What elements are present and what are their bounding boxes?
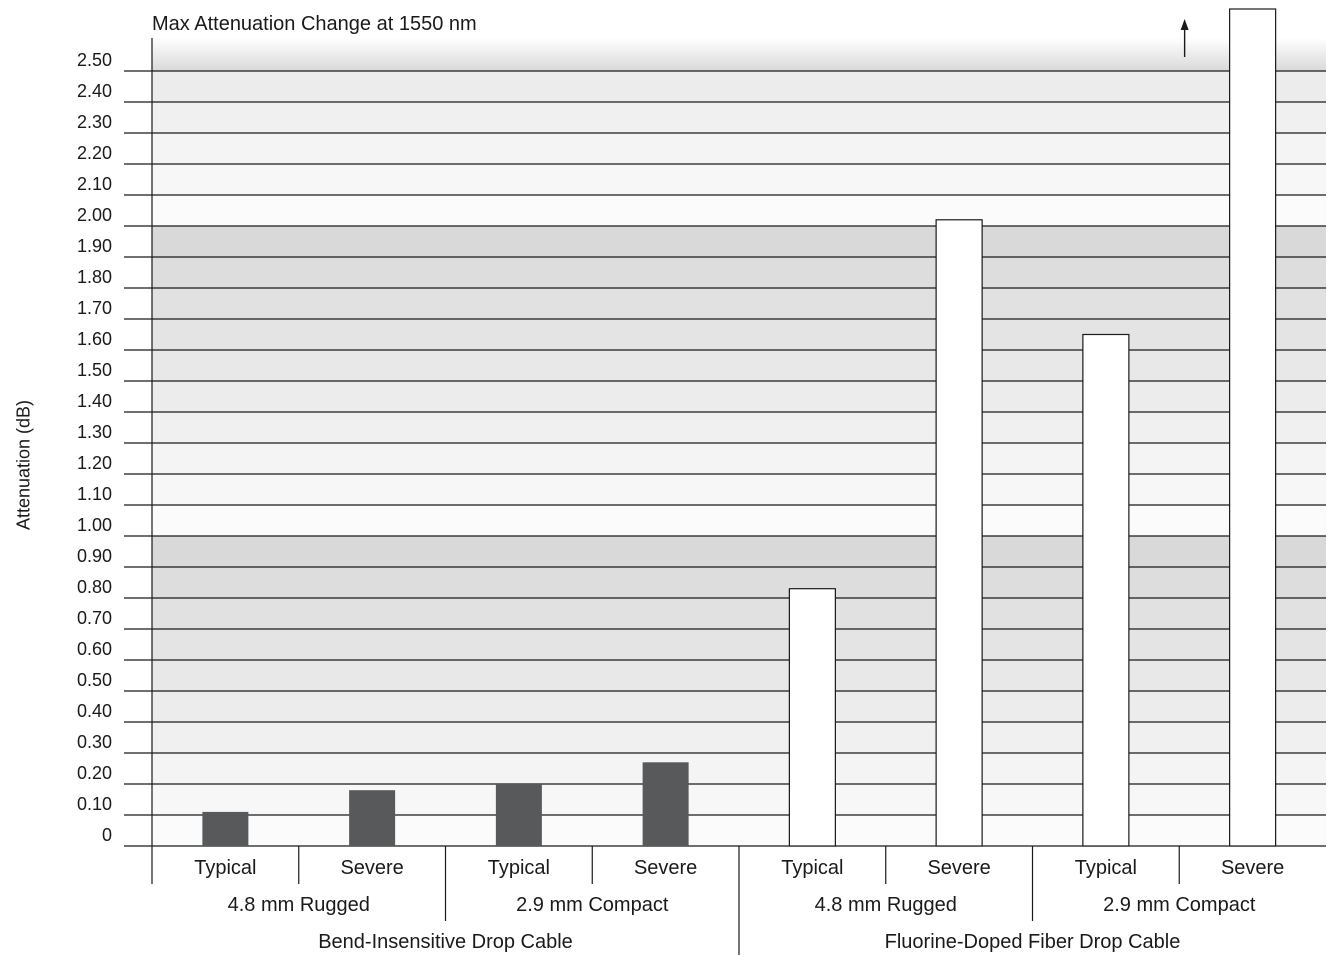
grid-band [152, 474, 1326, 505]
bar-5 [788, 588, 836, 847]
y-tick-label: 1.70 [77, 298, 112, 318]
x-group-label: 4.8 mm Rugged [815, 894, 957, 916]
grid-band [152, 815, 1326, 846]
grid-band [152, 133, 1326, 164]
bar-2 [349, 790, 396, 846]
x-supergroup-label: Bend-Insensitive Drop Cable [318, 931, 573, 953]
grid-band [152, 660, 1326, 691]
grid-band [152, 443, 1326, 474]
y-tick-label: 0.80 [77, 577, 112, 597]
x-category-label: Severe [340, 857, 403, 879]
bar-7 [1082, 333, 1130, 847]
grid-band [152, 102, 1326, 133]
grid-band [152, 629, 1326, 660]
grid-band [152, 567, 1326, 598]
grid-band [152, 691, 1326, 722]
grid-band [152, 381, 1326, 412]
grid-band [152, 195, 1326, 226]
x-category-label: Typical [488, 857, 550, 879]
y-tick-label: 2.00 [77, 205, 112, 225]
y-tick-label: 0.10 [77, 794, 112, 814]
bar-8 [1229, 8, 1277, 847]
chart-title: Max Attenuation Change at 1550 nm [152, 13, 477, 35]
y-tick-label: 1.40 [77, 391, 112, 411]
bar-4 [642, 762, 689, 846]
x-category-label: Severe [1221, 857, 1284, 879]
x-category-label: Typical [781, 857, 843, 879]
y-tick-label: 2.30 [77, 112, 112, 132]
y-tick-label: 1.30 [77, 422, 112, 442]
bar-1 [202, 811, 249, 846]
off-scale-arrow-head [1180, 19, 1189, 30]
y-tick-label: 1.80 [77, 267, 112, 287]
y-tick-label: 0.60 [77, 639, 112, 659]
y-tick-label: 1.50 [77, 360, 112, 380]
x-group-label: 4.8 mm Rugged [228, 894, 370, 916]
y-tick-label: 1.60 [77, 329, 112, 349]
y-tick-label: 0.30 [77, 732, 112, 752]
y-tick-label: 0.90 [77, 546, 112, 566]
y-tick-label: 2.20 [77, 143, 112, 163]
grid-band [152, 753, 1326, 784]
y-tick-label: 0 [102, 825, 112, 845]
bar-3 [495, 784, 542, 846]
grid-band [152, 226, 1326, 257]
y-tick-label: 1.20 [77, 453, 112, 473]
grid-band [152, 784, 1326, 815]
y-tick-label: 2.50 [77, 50, 112, 70]
x-category-label: Typical [1075, 857, 1137, 879]
grid-band [152, 257, 1326, 288]
x-supergroup-label: Fluorine-Doped Fiber Drop Cable [885, 931, 1181, 953]
grid-band [152, 412, 1326, 443]
x-group-label: 2.9 mm Compact [1103, 894, 1256, 916]
y-tick-label: 2.40 [77, 81, 112, 101]
y-tick-label: 1.10 [77, 484, 112, 504]
grid-band [152, 288, 1326, 319]
x-category-label: Severe [634, 857, 697, 879]
y-tick-label: 1.90 [77, 236, 112, 256]
grid-band [152, 598, 1326, 629]
grid-band [152, 536, 1326, 567]
x-group-label: 2.9 mm Compact [516, 894, 669, 916]
y-tick-label: 0.50 [77, 670, 112, 690]
x-category-label: Severe [927, 857, 990, 879]
y-tick-label: 0.40 [77, 701, 112, 721]
grid-band [152, 319, 1326, 350]
top-band [152, 38, 1326, 71]
y-tick-label: 0.20 [77, 763, 112, 783]
grid-band [152, 71, 1326, 102]
grid-band [152, 164, 1326, 195]
y-tick-label: 1.00 [77, 515, 112, 535]
bar-6 [935, 219, 983, 847]
y-tick-label: 0.70 [77, 608, 112, 628]
y-tick-label: 2.10 [77, 174, 112, 194]
grid-band [152, 722, 1326, 753]
grid-band [152, 350, 1326, 381]
x-category-label: Typical [194, 857, 256, 879]
grid-band [152, 505, 1326, 536]
